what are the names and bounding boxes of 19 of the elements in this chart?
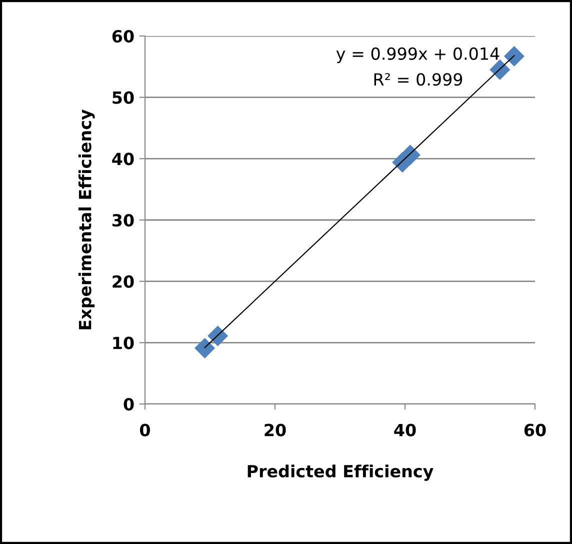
x-tick-label: 60 bbox=[524, 424, 546, 436]
point bbox=[208, 326, 228, 346]
y-tick-label: 10 bbox=[113, 336, 134, 350]
y-tick-label: 50 bbox=[112, 91, 134, 104]
annotation: y = 0.999x + 0.014 bbox=[336, 47, 500, 64]
x-tick-label: 0 bbox=[140, 424, 150, 436]
point bbox=[504, 46, 524, 67]
point bbox=[490, 59, 510, 80]
x-axis-title: Predicted Efficiency bbox=[248, 464, 434, 481]
y-tick-label: 40 bbox=[112, 152, 134, 166]
x-tick-label: 40 bbox=[394, 424, 416, 436]
y-axis-title: Experimental Efficiency bbox=[78, 109, 95, 330]
y-tick-label: 0 bbox=[124, 398, 134, 411]
y-tick-label: 20 bbox=[112, 275, 134, 288]
x-tick-label: 20 bbox=[264, 424, 286, 436]
y-tick-label: 30 bbox=[112, 214, 134, 227]
point bbox=[194, 338, 216, 358]
y-tick-label: 60 bbox=[112, 30, 134, 43]
annotation: R² = 0.999 bbox=[374, 73, 462, 86]
